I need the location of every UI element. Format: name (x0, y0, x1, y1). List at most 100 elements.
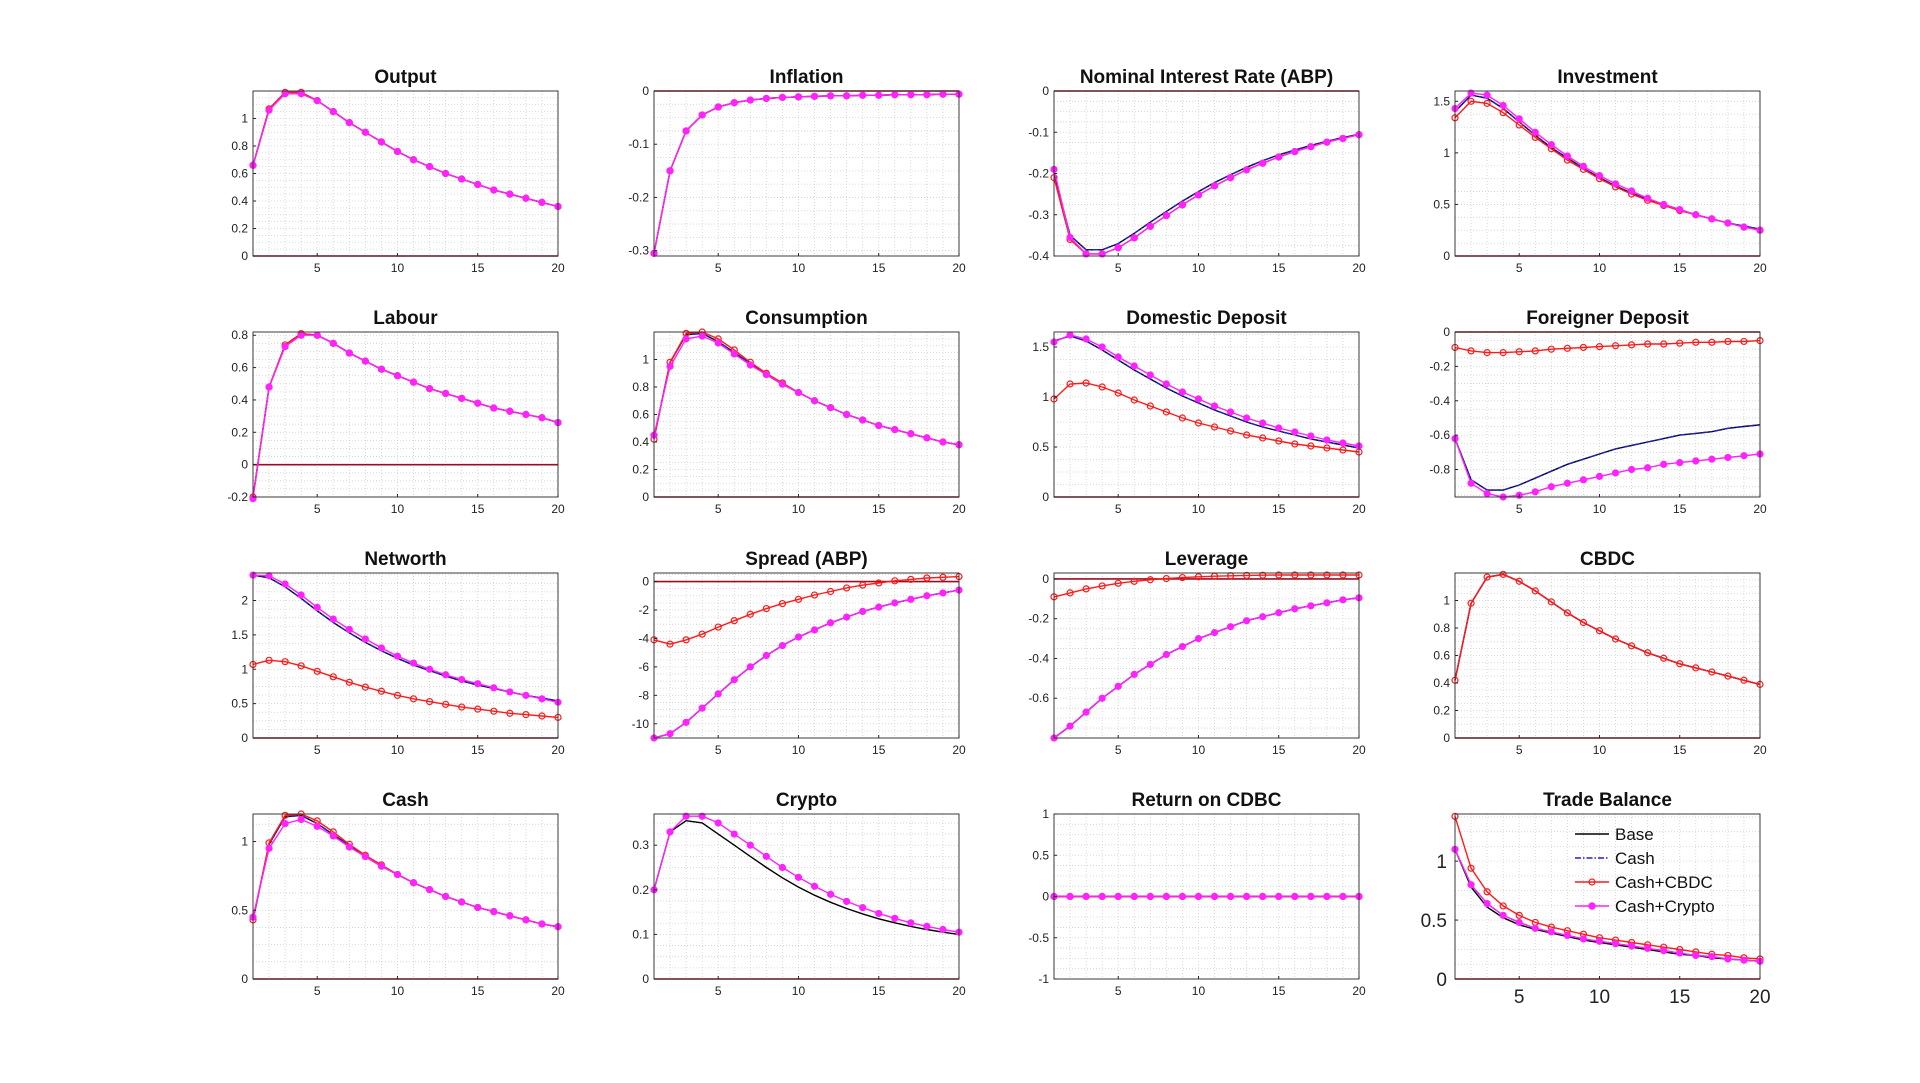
data-point (1499, 109, 1507, 117)
data-point (1323, 436, 1331, 444)
data-point (1243, 414, 1251, 422)
x-tick-label: 5 (1115, 261, 1122, 275)
data-point (1243, 617, 1251, 625)
x-tick-label: 20 (952, 743, 966, 757)
series-line (1454, 424, 1761, 491)
data-point (1644, 649, 1652, 657)
data-point (794, 388, 803, 397)
x-tick-label: 15 (471, 502, 485, 516)
x-tick-label: 5 (1516, 743, 1523, 757)
y-tick-label: -6 (638, 660, 649, 674)
y-tick-label: 0 (241, 731, 248, 745)
data-point (1082, 708, 1090, 716)
data-point (1162, 892, 1170, 901)
data-point (522, 691, 530, 699)
data-point (522, 916, 530, 924)
data-point (907, 430, 915, 438)
data-point (265, 844, 273, 852)
data-point (746, 841, 754, 849)
data-point (682, 127, 690, 135)
data-point (1483, 91, 1491, 99)
x-tick-label: 5 (715, 984, 722, 998)
x-tick-label: 15 (1272, 743, 1286, 757)
data-point (1724, 337, 1732, 346)
data-point (1162, 380, 1170, 388)
data-point (1740, 337, 1748, 346)
data-point (1178, 388, 1187, 396)
data-point (682, 335, 690, 343)
data-point (1162, 211, 1170, 220)
data-point (506, 912, 514, 920)
y-tick-label: 0.4 (231, 393, 248, 407)
data-point (506, 688, 514, 696)
series-cash-cbdc (249, 656, 562, 721)
data-point (393, 652, 402, 660)
data-point (1563, 931, 1571, 939)
panel-title: Foreigner Deposit (1526, 308, 1689, 329)
series-cash-crypto (1050, 131, 1363, 258)
data-point (1595, 171, 1604, 180)
data-point (923, 922, 931, 930)
data-point (1146, 660, 1154, 669)
data-point (843, 92, 851, 100)
panel-title: Cash (382, 790, 428, 811)
series-cash-crypto (1050, 331, 1363, 450)
data-point (859, 581, 867, 589)
x-tick-label: 15 (872, 261, 886, 275)
y-tick-label: -0.2 (1429, 359, 1450, 373)
data-point (778, 380, 787, 388)
data-point (1066, 589, 1074, 597)
series-cash (252, 574, 559, 702)
data-point (1082, 335, 1090, 343)
y-tick-label: 0.2 (231, 425, 248, 439)
data-point (762, 371, 770, 379)
y-tick-label: -0.2 (628, 190, 649, 204)
series-cash (1454, 424, 1761, 491)
y-tick-label: 1 (241, 112, 248, 126)
data-point (409, 156, 418, 164)
data-point (538, 695, 546, 703)
y-tick-label: -0.1 (1028, 125, 1049, 139)
y-tick-label: 1 (241, 835, 248, 849)
data-point (1467, 347, 1475, 355)
data-point (891, 426, 899, 434)
data-point (698, 332, 706, 340)
data-point (778, 641, 787, 650)
data-point (1291, 605, 1299, 613)
data-point (939, 925, 947, 934)
data-point (442, 389, 450, 398)
data-point (1210, 629, 1219, 637)
data-point (1627, 942, 1636, 950)
data-point (522, 194, 530, 202)
data-point (666, 362, 674, 370)
y-tick-label: -0.6 (1429, 428, 1450, 442)
data-point (1515, 911, 1523, 919)
data-point (1676, 205, 1684, 214)
y-tick-label: 1 (642, 353, 649, 367)
data-point (1178, 573, 1187, 582)
data-point (1259, 159, 1267, 167)
data-point (1275, 609, 1283, 617)
axes-box (1454, 90, 1761, 257)
panel-return-on-cdbc: 5 10 15 20 -1 -0.5 0 0.5 1 Return on CDBC (1028, 790, 1366, 998)
data-point (907, 575, 915, 584)
data-point (506, 709, 514, 717)
x-tick-label: 10 (1192, 261, 1206, 275)
x-tick-label: 10 (792, 502, 806, 516)
axes-box (653, 90, 960, 257)
data-point (297, 331, 305, 339)
y-tick-label: 1.5 (231, 628, 248, 642)
data-point (714, 819, 722, 827)
y-tick-label: -2 (638, 603, 649, 617)
data-point (1194, 395, 1203, 403)
data-point (1130, 396, 1138, 404)
data-point (345, 843, 353, 851)
data-point (1226, 174, 1235, 182)
data-point (329, 673, 337, 681)
data-point (1611, 180, 1620, 188)
data-point (1275, 424, 1283, 432)
x-tick-label: 20 (952, 984, 966, 998)
data-point (1579, 476, 1588, 484)
data-point (377, 687, 386, 695)
panel-networth: 5 10 15 20 0 0.5 1 1.5 2 Networth (231, 549, 565, 757)
